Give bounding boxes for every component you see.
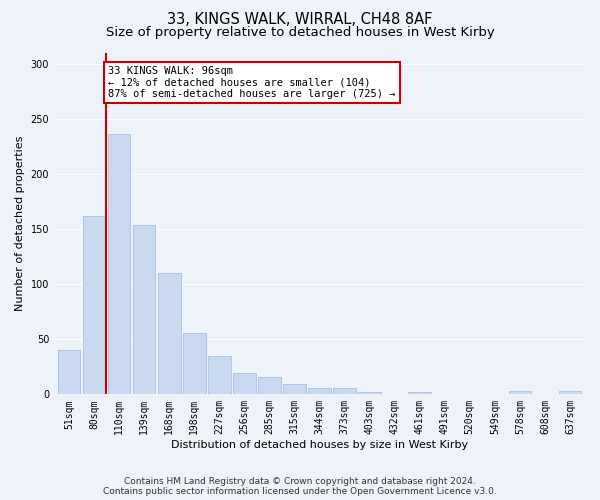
Y-axis label: Number of detached properties: Number of detached properties — [15, 136, 25, 311]
Bar — [158, 273, 181, 394]
Bar — [283, 384, 306, 394]
Bar — [133, 224, 155, 394]
Text: Size of property relative to detached houses in West Kirby: Size of property relative to detached ho… — [106, 26, 494, 39]
Bar — [559, 391, 581, 394]
Text: 33 KINGS WALK: 96sqm
← 12% of detached houses are smaller (104)
87% of semi-deta: 33 KINGS WALK: 96sqm ← 12% of detached h… — [108, 66, 395, 99]
Bar — [58, 350, 80, 395]
Bar — [233, 374, 256, 394]
Bar — [308, 388, 331, 394]
Bar — [208, 356, 230, 395]
Text: Contains HM Land Registry data © Crown copyright and database right 2024.
Contai: Contains HM Land Registry data © Crown c… — [103, 476, 497, 496]
Bar — [358, 392, 381, 394]
Bar — [409, 392, 431, 394]
Bar — [183, 332, 206, 394]
X-axis label: Distribution of detached houses by size in West Kirby: Distribution of detached houses by size … — [171, 440, 468, 450]
Bar — [258, 376, 281, 394]
Text: 33, KINGS WALK, WIRRAL, CH48 8AF: 33, KINGS WALK, WIRRAL, CH48 8AF — [167, 12, 433, 28]
Bar — [83, 216, 106, 394]
Bar — [333, 388, 356, 394]
Bar — [108, 134, 130, 394]
Bar — [509, 391, 531, 394]
